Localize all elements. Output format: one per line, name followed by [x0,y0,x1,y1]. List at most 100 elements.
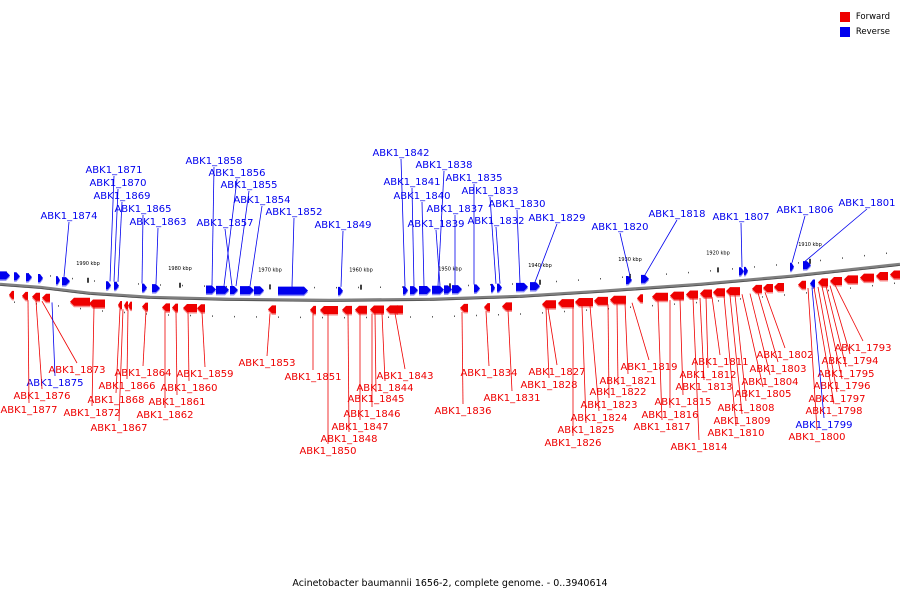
label-leader-line [705,297,709,369]
label-leader-line [589,305,600,412]
gene-arrow [810,279,815,288]
gene-arrow [32,292,40,301]
gene-arrow [502,302,512,311]
label-leader-line [411,187,415,287]
gene-arrow [575,298,593,306]
gene-label: ABK1_1839 [407,219,464,230]
label-leader-line [764,292,786,349]
minor-tick [14,301,15,303]
tick-label: 1970 kbp [258,267,282,273]
gene-arrow [652,292,668,301]
minor-tick [226,285,227,288]
gene-arrow [338,286,343,295]
gene-arrow [641,274,649,283]
gene-arrow [460,303,468,312]
gene-label: ABK1_1835 [445,173,502,184]
gene-label: ABK1_1864 [114,368,171,379]
minor-tick [58,305,59,307]
minor-tick [688,271,689,274]
minor-tick [300,316,301,319]
tick-label: 1990 kbp [76,261,100,267]
minor-tick [468,284,469,287]
gene-arrow [124,301,128,310]
gene-arrow [254,286,264,295]
gene-arrow [183,304,197,312]
gene-arrow [142,283,147,292]
minor-tick [784,294,785,296]
gene-label: ABK1_1817 [633,422,690,433]
gene-label: ABK1_1873 [48,365,105,376]
minor-tick [336,286,337,289]
gene-label: ABK1_1832 [467,216,524,227]
gene-arrow [890,270,900,279]
gene-label: ABK1_1822 [589,387,646,398]
minor-tick [864,254,865,257]
gene-arrow [22,291,28,300]
label-leader-line [421,201,425,287]
label-leader-line [679,299,684,396]
gene-label: ABK1_1845 [347,394,404,405]
minor-tick [622,276,623,278]
gene-label: ABK1_1875 [26,378,83,389]
gene-arrow [128,301,132,310]
minor-tick [454,315,455,317]
label-leader-line [400,158,406,287]
gene-arrow [14,272,20,281]
label-leader-line [495,226,501,284]
minor-tick [696,301,697,304]
gene-arrow [42,293,50,302]
label-leader-line [340,230,344,287]
gene-arrow [62,277,70,286]
gene-label: ABK1_1871 [85,165,142,176]
gene-arrow [38,274,43,283]
gene-label: ABK1_1810 [707,428,764,439]
gene-arrow [610,295,626,304]
minor-tick [270,286,271,288]
label-leader-line [741,294,764,388]
gene-label: ABK1_1843 [376,371,433,382]
label-leader-line [187,311,190,382]
gene-label: ABK1_1849 [314,220,371,231]
gene-label: ABK1_1794 [821,356,878,367]
gene-arrow [726,287,740,296]
label-leader-line [155,227,159,285]
legend-reverse-label: Reverse [855,26,890,37]
gene-features [0,261,900,316]
minor-tick [842,257,843,259]
gene-label: ABK1_1841 [383,177,440,188]
minor-tick [124,311,125,314]
genome-backbone [0,262,900,302]
gene-label: ABK1_1831 [483,393,540,404]
minor-tick [314,286,315,289]
minor-tick [886,252,887,255]
minor-tick [828,289,829,292]
gene-arrow [9,290,14,299]
minor-tick [410,316,411,318]
label-leader-line [489,196,497,284]
minor-tick [578,279,579,281]
gene-label: ABK1_1868 [87,395,144,406]
forward-swatch [839,11,850,22]
gene-arrow [162,303,170,312]
minor-tick [820,259,821,262]
gene-arrow [230,286,238,295]
label-leader-line [624,303,629,375]
gene-arrow [114,281,119,290]
minor-tick [674,303,675,305]
minor-tick [666,273,667,275]
label-leader-line [224,228,233,287]
gene-arrow [686,290,698,299]
gene-label: ABK1_1798 [805,406,862,417]
label-leader-line [813,287,835,405]
minor-tick [344,316,345,319]
gene-arrow [739,267,744,276]
gene-label: ABK1_1858 [185,156,242,167]
gene-label: ABK1_1861 [148,397,205,408]
gene-label: ABK1_1812 [679,370,736,381]
label-leader-line [381,313,386,382]
gene-label: ABK1_1828 [520,380,577,391]
minor-tick [358,286,359,289]
label-leader-line [644,219,678,276]
label-leader-line [63,221,70,277]
